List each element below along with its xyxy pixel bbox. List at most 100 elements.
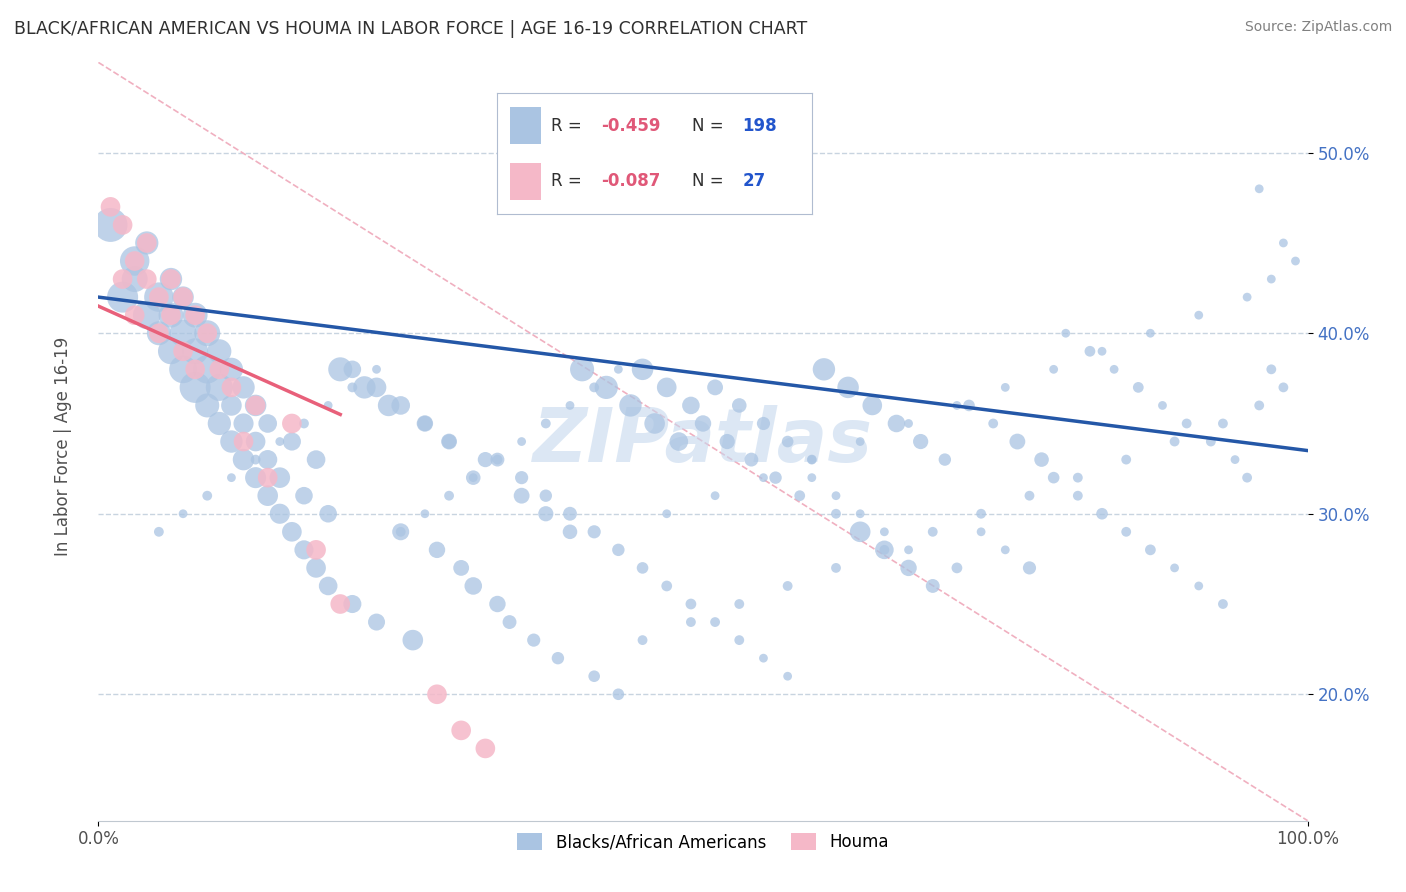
Point <box>534 489 557 503</box>
Point <box>1018 489 1040 503</box>
Point <box>316 399 339 413</box>
Point <box>342 380 364 394</box>
Point <box>148 524 170 539</box>
Point <box>269 434 291 449</box>
Point <box>474 452 496 467</box>
Point <box>934 452 956 467</box>
Point <box>305 542 328 557</box>
Point <box>1163 561 1185 575</box>
Point <box>124 308 146 322</box>
Point <box>668 434 690 449</box>
Point <box>342 597 364 611</box>
Point <box>716 434 738 449</box>
Point <box>305 452 328 467</box>
Point <box>631 561 654 575</box>
Point <box>172 344 194 359</box>
Point <box>463 470 485 484</box>
Point <box>269 470 291 484</box>
Point <box>148 326 170 341</box>
Point <box>910 434 932 449</box>
Point <box>208 344 231 359</box>
Point <box>148 290 170 304</box>
Point <box>655 507 678 521</box>
Text: Source: ZipAtlas.com: Source: ZipAtlas.com <box>1244 20 1392 34</box>
Point <box>450 723 472 738</box>
Point <box>366 615 388 629</box>
Point <box>800 470 823 484</box>
Point <box>1272 380 1295 394</box>
Point <box>970 507 993 521</box>
Point <box>426 542 449 557</box>
Point <box>221 434 243 449</box>
Point <box>232 380 254 394</box>
Point <box>148 290 170 304</box>
Point <box>208 380 231 394</box>
Point <box>413 417 436 431</box>
Point <box>728 597 751 611</box>
Point <box>208 417 231 431</box>
Point <box>607 362 630 376</box>
Point <box>692 417 714 431</box>
Point <box>595 380 617 394</box>
Point <box>195 326 218 341</box>
Point <box>776 669 799 683</box>
Point <box>245 399 267 413</box>
Point <box>160 272 183 286</box>
Point <box>873 542 896 557</box>
Point <box>437 434 460 449</box>
Point <box>1067 489 1090 503</box>
Text: ZIPatlas: ZIPatlas <box>533 405 873 478</box>
Point <box>111 272 134 286</box>
Point <box>1212 597 1234 611</box>
Point <box>728 399 751 413</box>
Point <box>1223 452 1246 467</box>
Point <box>256 417 278 431</box>
Point <box>316 507 339 521</box>
Point <box>644 417 666 431</box>
Point <box>437 434 460 449</box>
Point <box>292 489 315 503</box>
Point <box>172 290 194 304</box>
Point <box>1249 182 1271 196</box>
Point <box>135 235 157 250</box>
Point <box>534 417 557 431</box>
Point <box>172 326 194 341</box>
Point <box>195 489 218 503</box>
Point <box>245 470 267 484</box>
Point <box>426 687 449 701</box>
Point <box>463 579 485 593</box>
Point <box>172 362 194 376</box>
Point <box>1115 524 1137 539</box>
Point <box>135 308 157 322</box>
Point <box>679 615 702 629</box>
Point <box>534 507 557 521</box>
Point <box>1175 417 1198 431</box>
Point <box>1249 399 1271 413</box>
Point <box>970 524 993 539</box>
Point <box>160 272 183 286</box>
Point <box>873 524 896 539</box>
Point <box>172 507 194 521</box>
Point <box>921 579 943 593</box>
Point <box>558 399 581 413</box>
Point <box>1078 344 1101 359</box>
Point <box>607 542 630 557</box>
Point <box>184 380 207 394</box>
Point <box>1042 362 1064 376</box>
Point <box>195 326 218 341</box>
Point <box>245 434 267 449</box>
Point <box>208 362 231 376</box>
Point <box>281 417 304 431</box>
Point <box>342 362 364 376</box>
Point <box>1236 470 1258 484</box>
Point <box>897 561 920 575</box>
Point <box>728 633 751 648</box>
Point <box>413 507 436 521</box>
Point <box>776 434 799 449</box>
Point <box>921 524 943 539</box>
Point <box>1260 272 1282 286</box>
Point <box>1054 326 1077 341</box>
Point <box>389 399 412 413</box>
Point <box>221 399 243 413</box>
Point <box>1067 470 1090 484</box>
